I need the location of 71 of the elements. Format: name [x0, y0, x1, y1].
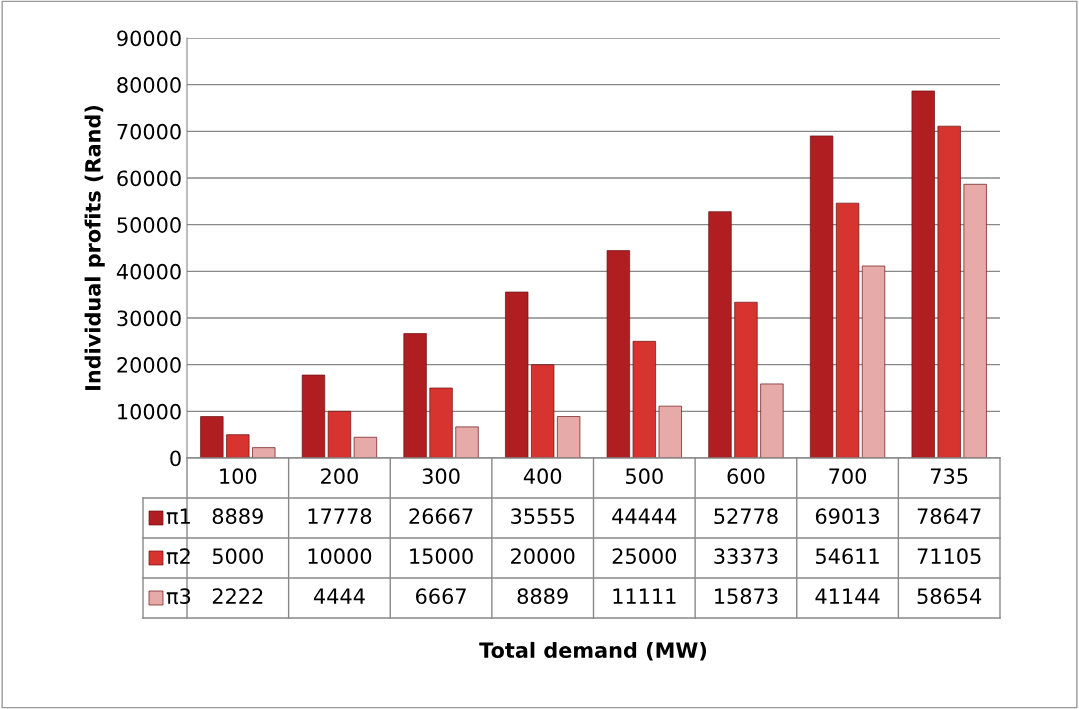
bar [708, 211, 732, 458]
y-tick-label: 20000 [117, 357, 181, 373]
data-label: 10000 [308, 548, 372, 565]
data-label: 35555 [511, 508, 574, 525]
bar [200, 416, 224, 458]
bar [301, 374, 326, 458]
x-tick-label: 735 [931, 468, 968, 485]
data-label: 4444 [313, 588, 365, 604]
data-label: 58654 [917, 588, 982, 605]
data-label: 41144 [815, 588, 880, 604]
data-label: 15000 [410, 548, 473, 565]
y-tick-label: 30000 [117, 310, 181, 327]
data-label: 26667 [409, 508, 473, 525]
x-tick-label: 700 [829, 468, 867, 485]
bar [429, 387, 453, 458]
data-label: 69013 [815, 508, 880, 525]
y-tick-label: 10000 [118, 403, 181, 420]
x-tick-label: 500 [626, 468, 663, 485]
bar [557, 416, 581, 458]
data-label: 52778 [714, 508, 778, 525]
bar [861, 265, 886, 458]
data-label: 54611 [816, 548, 879, 565]
bar [226, 434, 250, 458]
bar [455, 426, 479, 458]
data-label: 11111 [613, 588, 676, 604]
bar [606, 250, 630, 458]
data-label: 8889 [212, 508, 263, 525]
x-tick-label: 200 [321, 468, 358, 485]
data-label: 5000 [212, 548, 263, 565]
bar [760, 383, 784, 458]
y-tick-label: 90000 [117, 30, 181, 47]
data-label: 8889 [517, 588, 568, 605]
y-tick-label: 60000 [117, 170, 181, 187]
legend-label: π1 [166, 508, 190, 525]
y-tick-label: 80000 [117, 77, 181, 93]
data-label: 71105 [917, 548, 981, 565]
bar [353, 436, 378, 458]
bar [734, 301, 758, 458]
data-label: 20000 [511, 548, 575, 565]
data-label: 2222 [212, 588, 263, 604]
y-tick-label: 50000 [117, 217, 181, 233]
legend-label: π2 [166, 548, 190, 565]
y-axis-title: Individual profits (Rand) [84, 105, 105, 390]
y-tick-label: 40000 [116, 263, 181, 280]
data-label: 78647 [917, 508, 981, 525]
x-tick-label: 300 [422, 468, 460, 485]
bar [327, 410, 352, 458]
data-label: 44444 [612, 508, 677, 524]
bar [531, 364, 555, 458]
bar [911, 90, 935, 458]
x-tick-label: 400 [523, 468, 562, 485]
data-label: 33373 [714, 548, 778, 565]
legend-label: π3 [166, 588, 191, 605]
data-label: 25000 [612, 548, 677, 565]
bar [809, 135, 834, 458]
x-tick-label: 600 [727, 468, 765, 485]
bar [835, 202, 860, 458]
bar [658, 405, 682, 458]
y-tick-label: 0 [170, 450, 181, 467]
text: Total demand (MW) [479, 641, 707, 661]
data-label: 17778 [308, 508, 372, 525]
x-tick-label: 100 [220, 468, 257, 485]
bar [963, 183, 987, 458]
y-tick-label: 70000 [117, 123, 181, 140]
bar [403, 333, 427, 458]
data-label: 15873 [715, 588, 778, 605]
bar [632, 340, 656, 458]
data-label: 6667 [416, 588, 466, 605]
bar [505, 291, 529, 458]
bar [252, 447, 276, 458]
bar [937, 125, 961, 458]
